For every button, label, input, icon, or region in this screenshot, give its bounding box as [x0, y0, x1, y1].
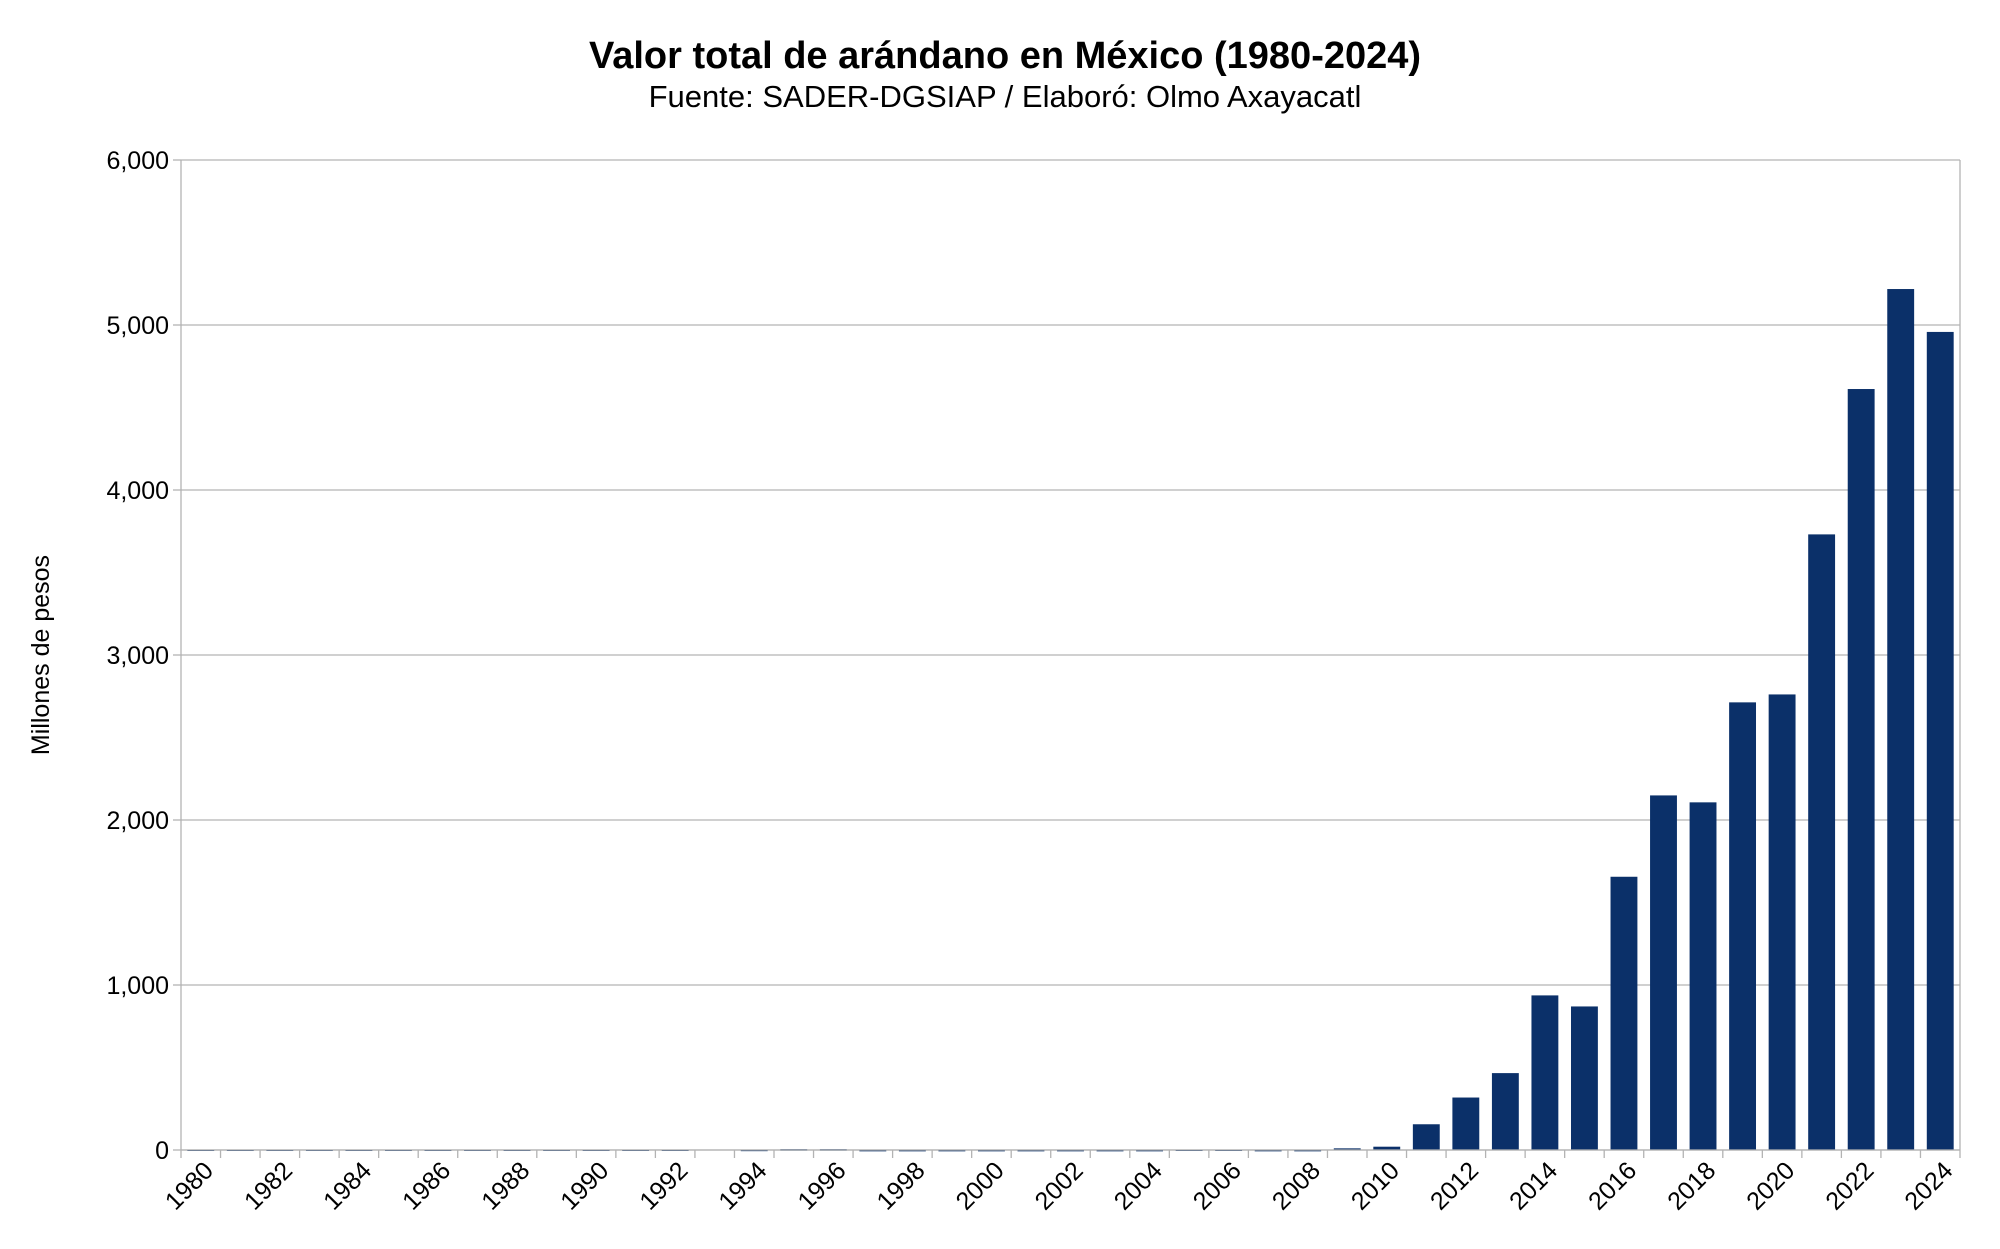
- bar-2023: [1887, 289, 1915, 1150]
- gridlines: [181, 159, 1960, 1151]
- x-tick-label: 1988: [476, 1156, 535, 1215]
- x-tick-label: 2010: [1346, 1156, 1405, 1215]
- y-tick-label: 2,000: [106, 807, 169, 835]
- bar-2015: [1570, 1006, 1598, 1150]
- bar-2018: [1689, 802, 1717, 1150]
- bar-2022: [1847, 389, 1875, 1150]
- x-tick-label: 1982: [239, 1156, 298, 1215]
- chart-title: Valor total de arándano en México (1980-…: [589, 35, 1421, 77]
- bar-2024: [1926, 331, 1954, 1150]
- bar-2021: [1808, 534, 1836, 1150]
- x-tick-label: 2008: [1267, 1156, 1326, 1215]
- bar-2019: [1729, 702, 1757, 1150]
- y-tick-label: 3,000: [106, 642, 169, 670]
- bar-2009: [1333, 1148, 1361, 1150]
- bar-2012: [1452, 1097, 1480, 1150]
- x-tick-label: 2016: [1583, 1156, 1642, 1215]
- x-tick-label: 1990: [555, 1156, 614, 1215]
- x-tick-label: 2004: [1109, 1156, 1168, 1215]
- x-tick-label: 2024: [1899, 1156, 1958, 1215]
- y-tick-labels: 0 1,000 2,000 3,000 4,000 5,000 6,000: [106, 147, 169, 1165]
- x-tick-label: 1984: [318, 1156, 377, 1215]
- axes: [173, 159, 1961, 1158]
- x-tick-label: 2012: [1425, 1156, 1484, 1215]
- y-axis-label: Millones de pesos: [27, 555, 55, 755]
- x-tick-label: 2006: [1188, 1156, 1247, 1215]
- y-tick-label: 0: [155, 1137, 169, 1165]
- chart-subtitle: Fuente: SADER-DGSIAP / Elaboró: Olmo Axa…: [649, 79, 1362, 114]
- x-tick-label: 1994: [713, 1156, 772, 1215]
- x-tick-labels: 1980 1982 1984 1986 1988 1990 1992 1994 1996 1998…: [160, 1156, 1959, 1215]
- y-tick-label: 5,000: [106, 312, 169, 340]
- y-tick-label: 4,000: [106, 477, 169, 505]
- bar-2013: [1491, 1073, 1519, 1150]
- bar-2010: [1373, 1146, 1401, 1150]
- bars: [187, 289, 1954, 1152]
- x-tick-label: 2000: [951, 1156, 1010, 1215]
- x-tick-label: 1992: [634, 1156, 693, 1215]
- x-tick-label: 2020: [1741, 1156, 1800, 1215]
- x-tick-label: 2002: [1030, 1156, 1089, 1215]
- y-tick-label: 1,000: [106, 972, 169, 1000]
- x-tick-label: 1998: [871, 1156, 930, 1215]
- bar-2011: [1412, 1124, 1440, 1150]
- y-tick-label: 6,000: [106, 147, 169, 175]
- bar-2016: [1610, 876, 1638, 1150]
- bar-2014: [1531, 995, 1559, 1150]
- x-tick-label: 2014: [1504, 1156, 1563, 1215]
- x-tick-label: 2018: [1662, 1156, 1721, 1215]
- x-tick-label: 1980: [160, 1156, 219, 1215]
- bar-2020: [1768, 694, 1796, 1150]
- x-tick-label: 1986: [397, 1156, 456, 1215]
- bar-2017: [1650, 795, 1677, 1150]
- x-tick-label: 1996: [792, 1156, 851, 1215]
- x-tick-label: 2022: [1820, 1156, 1879, 1215]
